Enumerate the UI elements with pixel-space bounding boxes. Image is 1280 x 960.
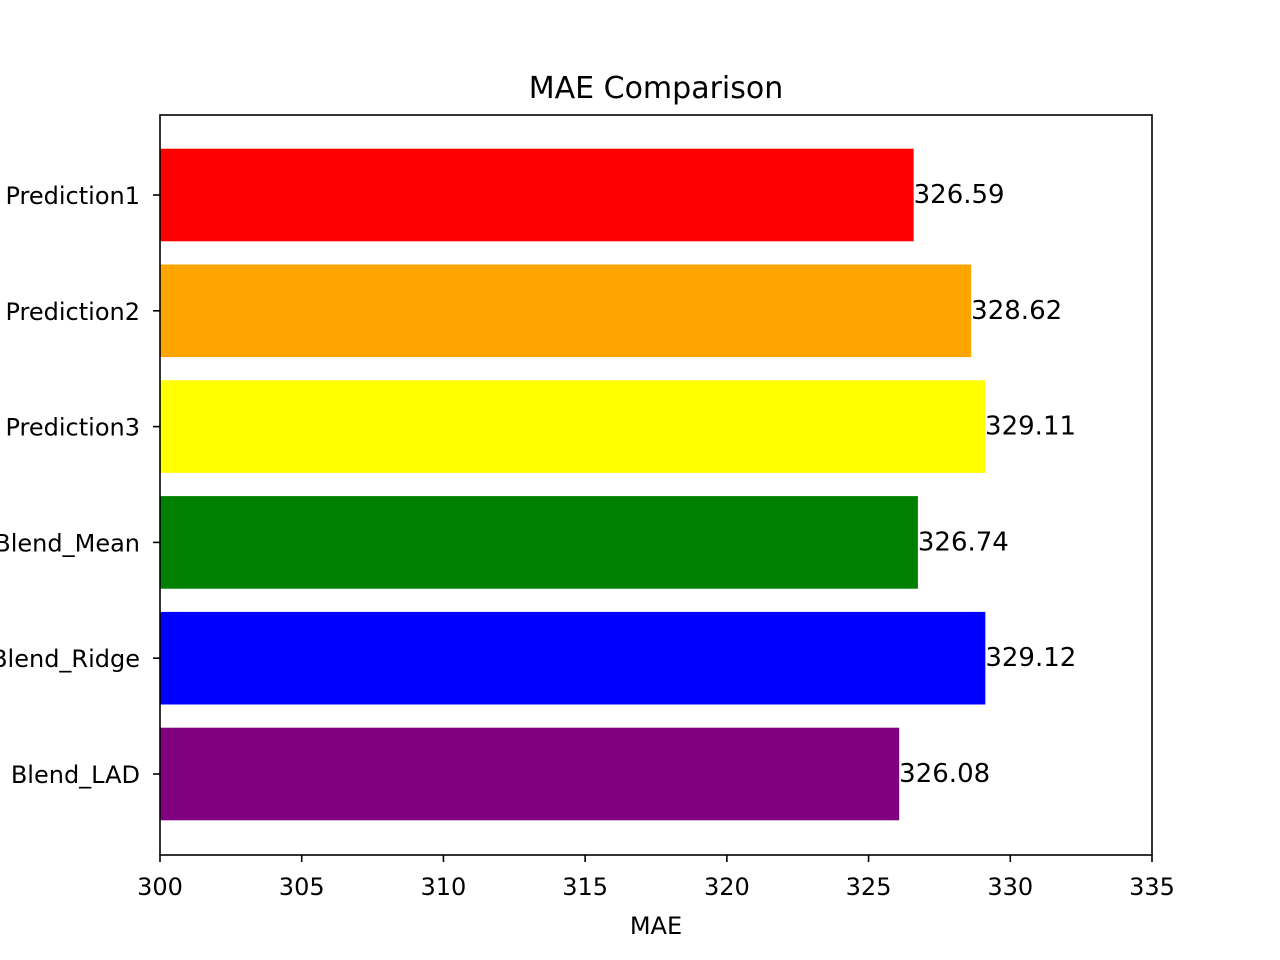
x-tick-label: 325 xyxy=(846,873,892,901)
value-label-blend_lad: 326.08 xyxy=(899,759,990,789)
x-tick-label: 315 xyxy=(562,873,608,901)
x-tick-label: 335 xyxy=(1129,873,1175,901)
y-tick-label-prediction1: Prediction1 xyxy=(6,182,141,210)
value-label-prediction1: 326.59 xyxy=(914,180,1005,210)
x-tick-label: 320 xyxy=(704,873,750,901)
y-tick-label-blend_lad: Blend_LAD xyxy=(11,761,140,789)
y-axis-ticks: Prediction1 Prediction2 Prediction3 Blend_M… xyxy=(0,182,160,789)
bar-blend_ridge xyxy=(160,611,986,705)
x-tick-label: 300 xyxy=(137,873,183,901)
x-tick-label: 305 xyxy=(279,873,325,901)
bar-prediction2 xyxy=(160,264,972,358)
value-label-blend_mean: 326.74 xyxy=(918,527,1009,557)
bar-blend_mean xyxy=(160,496,918,589)
x-tick-label: 330 xyxy=(987,873,1033,901)
value-label-prediction3: 329.11 xyxy=(985,412,1076,442)
value-label-blend_ridge: 329.12 xyxy=(985,643,1076,673)
y-tick-label-blend_ridge: Blend_Ridge xyxy=(0,645,140,673)
value-label-prediction2: 328.62 xyxy=(971,296,1062,326)
y-tick-label-prediction3: Prediction3 xyxy=(6,414,141,442)
y-tick-label-blend_mean: Blend_Mean xyxy=(0,529,140,557)
plot-frame xyxy=(159,114,1153,856)
y-tick-label-prediction2: Prediction2 xyxy=(6,298,141,326)
bar-prediction1 xyxy=(160,148,914,242)
value-labels-group: 326.59 328.62 329.11 326.74 329.12 326.08 xyxy=(899,180,1076,789)
bar-prediction3 xyxy=(160,380,986,473)
x-axis-ticks: 300 305 310 315 320 325 330 335 xyxy=(137,855,1175,901)
bars-group xyxy=(160,148,986,821)
x-axis-label: MAE xyxy=(630,912,682,940)
chart-title: MAE Comparison xyxy=(529,71,784,106)
bar-blend_lad xyxy=(160,727,900,821)
x-tick-label: 310 xyxy=(421,873,467,901)
